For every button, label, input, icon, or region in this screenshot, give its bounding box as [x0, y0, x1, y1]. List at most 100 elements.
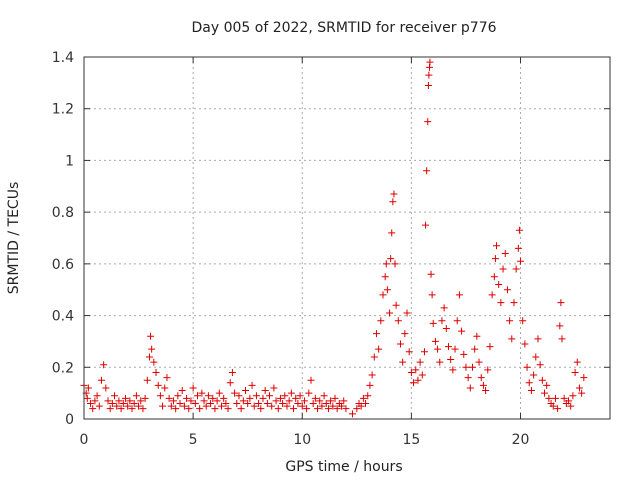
data-point-marker: [447, 356, 455, 364]
data-point-marker: [135, 402, 143, 410]
data-point-marker: [93, 392, 101, 400]
x-axis-label: GPS time / hours: [285, 459, 402, 475]
data-point-marker: [290, 405, 298, 413]
y-tick-label: 0.6: [52, 257, 74, 273]
data-point-marker: [150, 358, 158, 366]
data-point-marker: [490, 273, 498, 281]
data-point-marker: [257, 405, 265, 413]
data-point-marker: [377, 317, 385, 325]
data-point-marker: [191, 399, 199, 407]
data-point-marker: [372, 330, 380, 338]
y-tick-label: 1.4: [52, 50, 74, 66]
data-point-marker: [534, 335, 542, 343]
chart-title: Day 005 of 2022, SRMTID for receiver p77…: [191, 20, 496, 36]
data-point-marker: [314, 405, 322, 413]
data-point-marker: [412, 366, 420, 374]
data-point-marker: [508, 335, 516, 343]
axis-ticks: 0 0.2 0.4 0.6 0.8 1 1.2 1.4 0 5 10 15 20: [52, 50, 610, 448]
data-point-marker: [113, 402, 121, 410]
data-point-marker: [183, 394, 191, 402]
y-tick-label: 0: [65, 412, 74, 428]
data-point-marker: [515, 226, 523, 234]
data-point-marker: [420, 348, 428, 356]
data-point-marker: [161, 384, 169, 392]
data-point-marker: [386, 309, 394, 317]
data-point-marker: [401, 330, 409, 338]
data-point-marker: [196, 405, 204, 413]
data-point-marker: [503, 286, 511, 294]
data-point-marker: [102, 384, 110, 392]
data-point-marker: [298, 402, 306, 410]
data-point-marker: [87, 399, 95, 407]
data-point-marker: [438, 317, 446, 325]
data-point-marker: [218, 402, 226, 410]
data-point-marker: [431, 337, 439, 345]
data-point-marker: [462, 363, 470, 371]
data-point-marker: [427, 270, 435, 278]
data-point-marker: [287, 389, 295, 397]
data-point-marker: [364, 392, 372, 400]
data-point-marker: [510, 299, 518, 307]
data-point-marker: [111, 392, 119, 400]
y-tick-label: 0.2: [52, 360, 74, 376]
data-point-marker: [449, 366, 457, 374]
data-point-marker: [198, 389, 206, 397]
data-point-marker: [296, 392, 304, 400]
data-point-marker: [422, 221, 430, 229]
data-point-marker: [379, 291, 387, 299]
data-point-marker: [580, 374, 588, 382]
data-point-marker: [100, 361, 108, 369]
data-point-marker: [320, 392, 328, 400]
data-point-marker: [126, 397, 134, 405]
data-point-marker: [357, 402, 365, 410]
plot-frame: [83, 56, 611, 420]
data-point-marker: [117, 405, 125, 413]
data-point-marker: [239, 397, 247, 405]
data-point-marker: [491, 255, 499, 263]
data-point-marker: [541, 389, 549, 397]
data-point-marker: [440, 304, 448, 312]
data-point-marker: [359, 394, 367, 402]
data-point-marker: [410, 379, 418, 387]
data-point-marker: [442, 325, 450, 332]
data-point-marker: [154, 381, 162, 389]
data-point-marker: [512, 265, 520, 273]
data-point-marker: [527, 387, 535, 395]
data-point-marker: [464, 374, 472, 382]
x-tick-label: 10: [293, 432, 311, 448]
data-point-marker: [261, 387, 269, 395]
data-point-marker: [167, 402, 175, 410]
data-point-marker: [486, 343, 494, 351]
data-points: [80, 58, 588, 418]
data-point-marker: [407, 368, 415, 376]
data-point-marker: [130, 399, 138, 407]
data-point-marker: [165, 394, 173, 402]
data-point-marker: [405, 348, 413, 356]
data-point-marker: [506, 317, 514, 325]
data-point-marker: [242, 387, 250, 395]
data-point-marker: [104, 397, 112, 405]
data-point-marker: [495, 281, 503, 289]
data-point-marker: [468, 363, 476, 371]
data-point-marker: [84, 384, 92, 392]
data-point-marker: [551, 394, 559, 402]
data-point-marker: [429, 319, 437, 327]
data-point-marker: [383, 286, 391, 294]
data-point-marker: [569, 392, 577, 400]
y-tick-label: 0.4: [52, 309, 74, 325]
data-point-marker: [575, 384, 583, 392]
data-point-marker: [521, 340, 529, 348]
data-point-marker: [233, 399, 241, 407]
data-point-marker: [392, 301, 400, 309]
data-point-marker: [145, 353, 153, 361]
data-point-marker: [159, 402, 167, 410]
data-point-marker: [132, 392, 140, 400]
data-point-marker: [538, 376, 546, 384]
data-point-marker: [303, 405, 311, 413]
data-point-marker: [156, 392, 164, 400]
y-tick-label: 1.2: [52, 102, 74, 118]
data-point-marker: [200, 397, 208, 405]
data-point-marker: [266, 392, 274, 400]
data-point-marker: [375, 345, 383, 353]
